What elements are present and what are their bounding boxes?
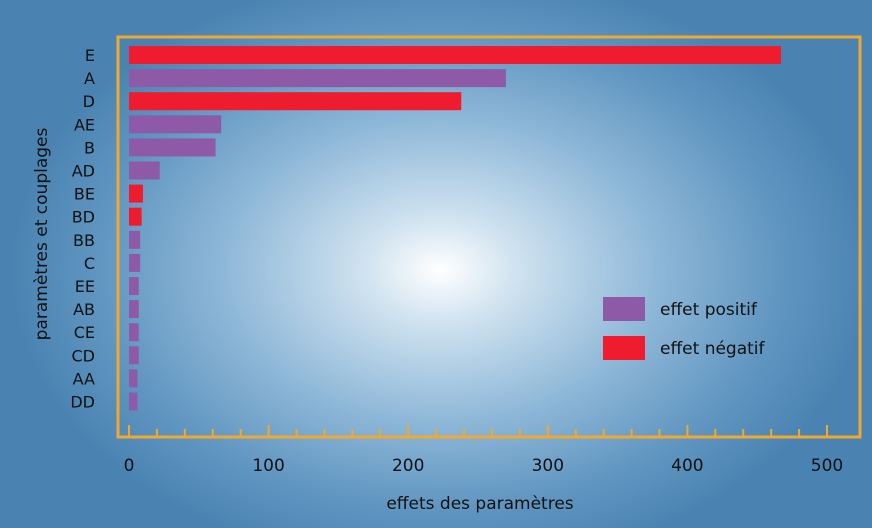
bar-ae: [129, 115, 222, 134]
bar-ab: [129, 300, 139, 319]
bar-dd: [129, 392, 138, 411]
category-label-ab: AB: [73, 300, 95, 319]
x-axis-ticks: [128, 425, 828, 437]
category-label-aa: AA: [73, 369, 95, 388]
bar-c: [129, 253, 141, 272]
category-label-a: A: [84, 69, 95, 88]
legend-label-negative: effet négatif: [660, 339, 766, 359]
category-label-cd: CD: [72, 346, 96, 365]
category-label-ae: AE: [74, 115, 95, 134]
bar-a: [129, 69, 506, 88]
x-axis-tick-labels: 0 100 200 300 400 500: [124, 456, 844, 476]
x-tick-label-200: 200: [392, 456, 424, 476]
bar-cd: [129, 346, 139, 365]
x-tick-label-300: 300: [532, 456, 564, 476]
x-tick-label-0: 0: [124, 456, 135, 476]
category-label-ee: EE: [75, 277, 95, 296]
legend-swatch-positive: [603, 297, 645, 321]
legend: effet positif effet négatif: [603, 297, 766, 360]
category-label-be: BE: [74, 185, 95, 204]
category-label-c: C: [84, 254, 95, 273]
bar-ee: [129, 277, 139, 295]
category-label-e: E: [85, 46, 95, 65]
x-tick-label-400: 400: [671, 456, 703, 476]
category-label-dd: DD: [70, 393, 95, 412]
legend-label-positive: effet positif: [660, 300, 758, 320]
category-label-bd: BD: [72, 208, 95, 227]
bar-ad: [129, 161, 160, 180]
category-label-ce: CE: [74, 323, 95, 342]
category-label-ad: AD: [72, 162, 95, 181]
legend-swatch-negative: [603, 336, 645, 360]
category-label-bb: BB: [73, 231, 95, 250]
plot-frame: [116, 35, 862, 439]
x-tick-label-500: 500: [811, 456, 843, 476]
bar-b: [129, 138, 216, 157]
category-label-b: B: [84, 138, 95, 157]
bar-ce: [129, 323, 139, 342]
bar-d: [129, 92, 462, 111]
bar-bd: [129, 207, 142, 226]
bar-be: [129, 184, 143, 203]
y-axis-label: paramètres et couplages: [32, 128, 52, 341]
category-label-d: D: [83, 92, 95, 111]
bar-e: [129, 46, 781, 64]
bars: [129, 46, 781, 411]
bar-bb: [129, 230, 141, 249]
x-axis-label: effets des paramètres: [386, 494, 573, 514]
x-tick-label-100: 100: [252, 456, 284, 476]
bar-aa: [129, 369, 138, 388]
